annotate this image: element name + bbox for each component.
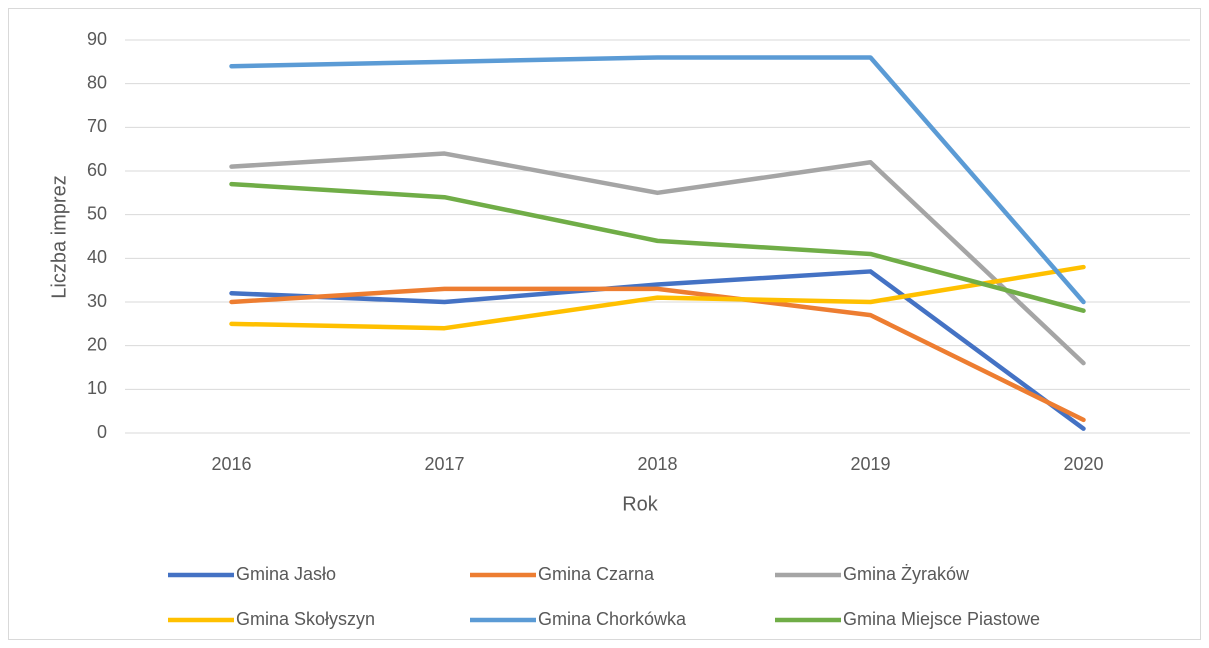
chart-border: [8, 8, 1201, 640]
y-tick-label: 70: [87, 116, 107, 136]
legend-label: Gmina Miejsce Piastowe: [843, 609, 1040, 629]
y-tick-label: 20: [87, 334, 107, 354]
y-axis-label: Liczba imprez: [48, 175, 70, 298]
y-tick-label: 60: [87, 160, 107, 180]
series-line: [229, 286, 1086, 423]
y-tick-label: 80: [87, 72, 107, 92]
x-tick-label: 2020: [1063, 454, 1103, 474]
x-axis-label: Rok: [622, 493, 659, 515]
series-line: [229, 264, 1086, 331]
y-tick-label: 30: [87, 291, 107, 311]
series-line: [229, 151, 1086, 366]
y-tick-label: 10: [87, 378, 107, 398]
y-tick-label: 50: [87, 203, 107, 223]
y-tick-label: 90: [87, 29, 107, 49]
series-line: [229, 55, 1086, 305]
legend-label: Gmina Skołyszyn: [236, 609, 375, 629]
legend-label: Gmina Żyraków: [843, 564, 970, 584]
legend-label: Gmina Jasło: [236, 564, 336, 584]
series-line: [229, 269, 1086, 431]
x-tick-label: 2019: [850, 454, 890, 474]
y-tick-label: 0: [97, 422, 107, 442]
legend-label: Gmina Czarna: [538, 564, 655, 584]
x-tick-label: 2018: [637, 454, 677, 474]
legend-label: Gmina Chorkówka: [538, 609, 687, 629]
x-tick-label: 2016: [211, 454, 251, 474]
y-tick-label: 40: [87, 247, 107, 267]
x-tick-label: 2017: [424, 454, 464, 474]
series-line: [229, 181, 1086, 313]
